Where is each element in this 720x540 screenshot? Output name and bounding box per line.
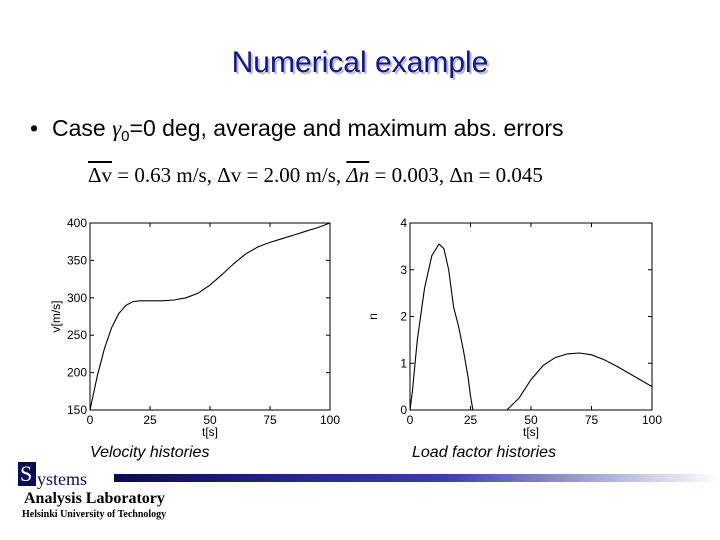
gamma-subscript: 0 [121, 128, 130, 145]
series-line-1 [506, 352, 653, 411]
max-velocity-error-symbol: Δv [217, 163, 242, 187]
x-axis-label: t[s] [523, 425, 539, 439]
logo-initial: S [20, 461, 33, 486]
y-tick-label: 1 [400, 356, 407, 370]
error-formula: Δv = 0.63 m/s, Δv = 2.00 m/s, Δn = 0.003… [88, 163, 543, 188]
avg-load-error-symbol: Δn [346, 163, 370, 187]
y-tick-label: 3 [400, 263, 407, 277]
x-tick-label: 50 [203, 413, 217, 427]
y-axis-label: v[m/s] [49, 301, 63, 333]
y-tick-label: 200 [67, 366, 87, 380]
y-tick-label: 350 [67, 253, 87, 267]
logo-word: ystems [37, 469, 88, 489]
x-axis-label: t[s] [202, 425, 218, 439]
load-factor-chart: 0 25 50 75 100 0 1 2 3 4 t[s] n [366, 216, 662, 439]
y-tick-label: 150 [67, 403, 87, 417]
y-tick-label: 0 [400, 403, 407, 417]
lab-logo: S ystems Analysis Laboratory Helsinki Un… [18, 461, 718, 540]
x-tick-label: 75 [585, 413, 599, 427]
logo-laboratory: Analysis Laboratory [24, 490, 165, 507]
x-tick-label: 100 [642, 413, 662, 427]
y-tick-label: 4 [400, 216, 407, 230]
y-tick-label: 400 [67, 216, 87, 230]
axes-frame [409, 222, 653, 411]
x-tick-label: 25 [143, 413, 157, 427]
logo-university: Helsinki University of Technology [22, 509, 167, 520]
max-velocity-error-value: = 2.00 m/s, [241, 163, 347, 187]
y-tick-label: 300 [67, 291, 87, 305]
x-tick-label: 0 [87, 413, 94, 427]
logo-initial-box: S [18, 461, 36, 486]
x-tick-label: 0 [407, 413, 414, 427]
velocity-caption: Velocity histories [90, 444, 210, 461]
avg-velocity-error-symbol: Δv [88, 163, 113, 187]
avg-velocity-error-value: = 0.63 m/s, [112, 163, 218, 187]
avg-load-error-value: = 0.003, [369, 163, 450, 187]
series-line-0 [89, 222, 331, 411]
load-factor-caption: Load factor histories [412, 444, 557, 461]
series-line-0 [409, 243, 474, 411]
bullet-marker: • [30, 115, 39, 141]
logo-gradient-bar [114, 474, 718, 482]
max-load-error-symbol: Δn [449, 163, 474, 187]
axes-frame [89, 222, 331, 411]
slide-title: Numerical example [231, 46, 489, 79]
x-tick-label: 100 [320, 413, 340, 427]
y-axis-label: n [366, 313, 380, 320]
velocity-chart: 0 25 50 75 100 150 200 250 300 350 400 t[s] v[m/s] [49, 216, 340, 439]
bullet-prefix: Case [52, 115, 113, 141]
x-tick-label: 50 [524, 413, 538, 427]
x-tick-label: 75 [263, 413, 277, 427]
y-tick-label: 250 [67, 328, 87, 342]
x-tick-label: 25 [464, 413, 478, 427]
gamma-symbol: γ [112, 116, 122, 141]
max-load-error-value: = 0.045 [473, 163, 543, 187]
bullet-suffix: =0 deg, average and maximum abs. errors [129, 115, 564, 141]
bullet-line: • Case γ0=0 deg, average and maximum abs.… [30, 115, 564, 145]
y-tick-label: 2 [400, 310, 407, 324]
